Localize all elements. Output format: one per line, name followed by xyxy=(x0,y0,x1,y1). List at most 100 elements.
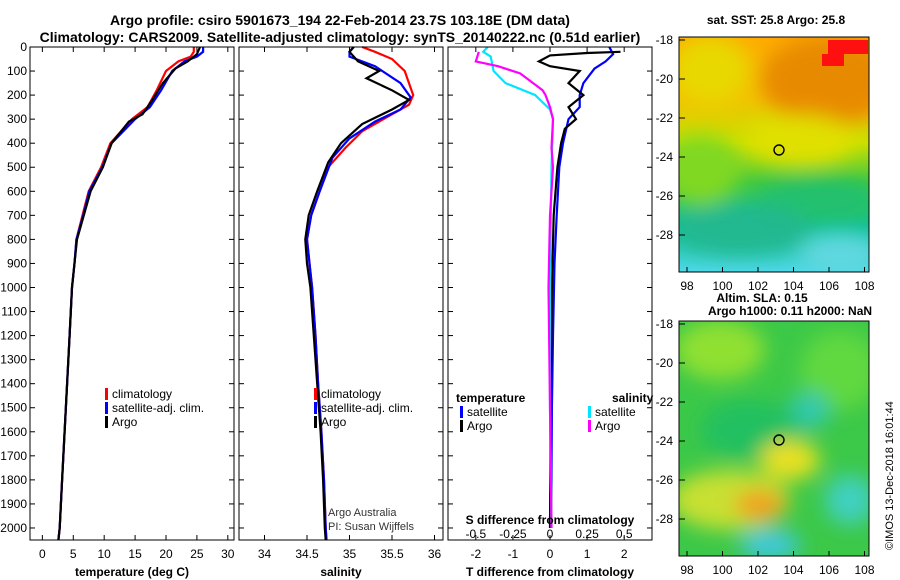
x-tick-label: 36 xyxy=(428,547,442,561)
map-x-tick-label: 104 xyxy=(783,563,803,577)
y-tick-label: 1300 xyxy=(0,353,27,367)
sla-map xyxy=(679,321,869,556)
legend-swatch xyxy=(105,402,108,414)
y-tick-label: 1500 xyxy=(0,401,27,415)
annotation-text: Argo Australia xyxy=(328,507,397,519)
legend-swatch xyxy=(105,388,108,400)
legend-label: Argo xyxy=(321,415,347,429)
plot-frame xyxy=(29,46,235,541)
top-tick-label: -0.25 xyxy=(499,527,527,541)
legend-swatch xyxy=(588,406,591,418)
legend-label: satellite-adj. clim. xyxy=(112,401,204,415)
legend-heading-salinity: salinity xyxy=(612,391,654,405)
x-tick-label: 0 xyxy=(39,547,46,561)
map-x-tick-label: 98 xyxy=(680,279,694,293)
annotation-text: PI: Susan Wijffels xyxy=(328,521,414,533)
series-line-salinity-argo xyxy=(474,51,555,529)
legend-label: Argo xyxy=(595,419,621,433)
series-line-argo xyxy=(304,46,412,541)
map-x-tick-label: 108 xyxy=(854,563,874,577)
x-tick-label: 5 xyxy=(70,547,77,561)
sla-map-title-2: Argo h1000: 0.11 h2000: NaN xyxy=(708,304,872,318)
x-tick-label: -1 xyxy=(508,547,519,561)
legend-swatch xyxy=(314,416,317,428)
map-x-tick-label: 102 xyxy=(748,563,768,577)
map-x-tick-label: 100 xyxy=(712,279,732,293)
top-tick-label: -0.5 xyxy=(465,527,486,541)
map-y-tick-label: -24 xyxy=(656,434,674,448)
x-tick-label: 10 xyxy=(98,547,112,561)
map-x-tick-label: 102 xyxy=(748,279,768,293)
top-tick-label: 0 xyxy=(547,527,554,541)
map-y-tick-label: -28 xyxy=(656,512,674,526)
legend-swatch xyxy=(460,420,463,432)
temperature-panel: 0100200300400500600700800900100011001200… xyxy=(0,40,235,579)
x-tick-label: 34 xyxy=(258,547,272,561)
x-tick-label: 15 xyxy=(128,547,142,561)
sst-map-title: sat. SST: 25.8 Argo: 25.8 xyxy=(707,13,846,27)
legend-label: satellite xyxy=(595,405,636,419)
sst-map xyxy=(679,37,869,272)
x-axis-label: T difference from climatology xyxy=(466,565,634,579)
map-y-tick-label: -26 xyxy=(656,189,674,203)
series-line-argo xyxy=(57,46,202,541)
legend-label: climatology xyxy=(112,387,172,401)
legend-swatch xyxy=(314,402,317,414)
map-x-tick-label: 106 xyxy=(819,563,839,577)
x-tick-label: 30 xyxy=(221,547,235,561)
sla-map-title-1: Altim. SLA: 0.15 xyxy=(716,291,808,305)
legend-label: Argo xyxy=(467,419,493,433)
map-y-tick-label: -20 xyxy=(656,72,674,86)
y-tick-label: 100 xyxy=(7,64,27,78)
x-tick-label: 20 xyxy=(159,547,173,561)
difference-panel: -2 -1 0 1 2 T difference from climatology temp… xyxy=(447,46,654,579)
y-tick-label: 1900 xyxy=(0,497,27,511)
plot-frame xyxy=(238,46,444,541)
top-axis-label: S difference from climatology xyxy=(466,513,635,527)
y-tick-label: 2000 xyxy=(0,521,27,535)
map-y-tick-label: -28 xyxy=(656,228,674,242)
series-line-temperature-argo xyxy=(536,50,621,529)
x-tick-label: 34.5 xyxy=(295,547,319,561)
x-tick-label: 1 xyxy=(584,547,591,561)
x-tick-label: 35.5 xyxy=(380,547,404,561)
y-tick-label: 0 xyxy=(20,40,27,54)
legend-swatch xyxy=(314,388,317,400)
map-y-tick-label: -26 xyxy=(656,473,674,487)
y-tick-label: 1200 xyxy=(0,329,27,343)
legend-label: satellite xyxy=(467,405,508,419)
x-tick-label: 35 xyxy=(343,547,357,561)
map-y-tick-label: -22 xyxy=(656,395,674,409)
title-line-2: Climatology: CARS2009. Satellite-adjuste… xyxy=(39,29,641,45)
title-line-1: Argo profile: csiro 5901673_194 22-Feb-2… xyxy=(110,12,570,28)
series-line-salinity-satellite xyxy=(481,46,555,529)
map-y-tick-label: -18 xyxy=(656,33,674,47)
y-tick-label: 1400 xyxy=(0,377,27,391)
y-tick-label: 1600 xyxy=(0,425,27,439)
y-tick-label: 300 xyxy=(7,112,27,126)
y-tick-label: 1700 xyxy=(0,449,27,463)
x-tick-label: 0 xyxy=(547,547,554,561)
legend-swatch xyxy=(460,406,463,418)
map-y-tick-label: -22 xyxy=(656,111,674,125)
y-tick-label: 500 xyxy=(7,160,27,174)
top-tick-label: 0.25 xyxy=(575,527,599,541)
legend-swatch xyxy=(105,416,108,428)
legend-label: satellite-adj. clim. xyxy=(321,401,413,415)
x-axis-label: temperature (deg C) xyxy=(75,565,189,579)
map-axes: -18 -20 -22 -24 -26 -28 98 100 102 104 106 108 -18 -2… xyxy=(656,33,875,577)
top-tick-label: 0.5 xyxy=(616,527,633,541)
legend-label: climatology xyxy=(321,387,381,401)
x-tick-label: -2 xyxy=(470,547,481,561)
y-tick-label: 1000 xyxy=(0,280,27,294)
map-x-tick-label: 106 xyxy=(819,279,839,293)
x-tick-label: 2 xyxy=(621,547,628,561)
y-tick-label: 600 xyxy=(7,184,27,198)
map-x-tick-label: 104 xyxy=(783,279,803,293)
y-tick-label: 400 xyxy=(7,136,27,150)
map-x-tick-label: 108 xyxy=(854,279,874,293)
legend-heading-temperature: temperature xyxy=(456,391,526,405)
argo-location-marker-sla xyxy=(773,434,785,446)
map-y-tick-label: -20 xyxy=(656,356,674,370)
